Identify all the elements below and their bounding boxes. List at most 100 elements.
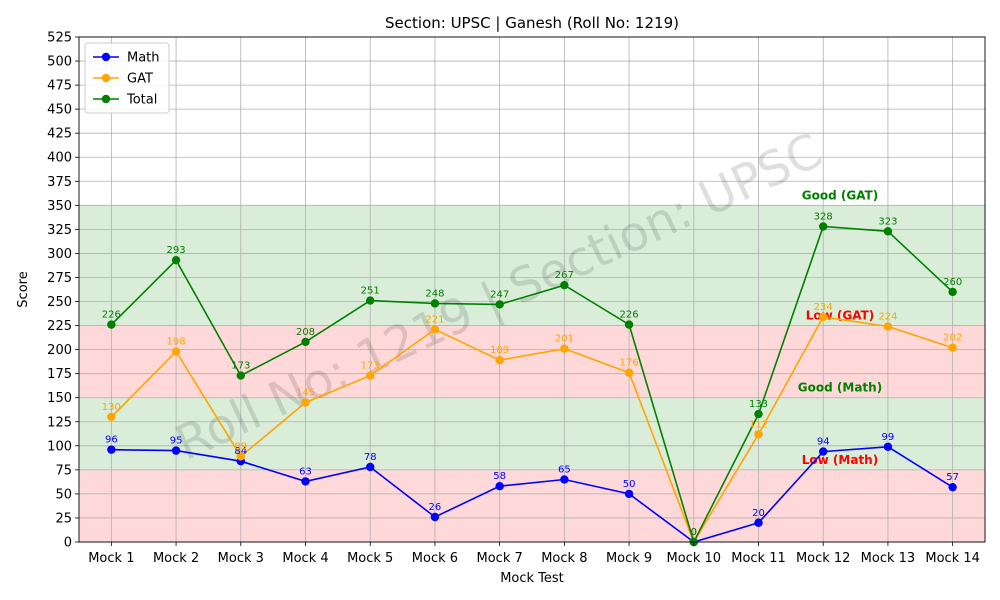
y-tick-label: 125 <box>47 415 72 430</box>
total-point <box>754 409 763 419</box>
legend-swatch-marker-math <box>101 52 111 62</box>
gat-data-label: 112 <box>749 419 768 430</box>
y-tick-label: 275 <box>47 271 72 286</box>
total-point <box>883 227 893 236</box>
total-data-label: 173 <box>231 361 250 372</box>
gat-point <box>236 452 245 461</box>
total-point <box>171 255 181 265</box>
total-data-label: 133 <box>749 399 768 410</box>
series-points <box>107 222 957 547</box>
total-data-label: 323 <box>878 216 897 227</box>
math-data-label: 95 <box>170 436 183 447</box>
y-tick-label: 425 <box>47 127 72 142</box>
gat-data-label: 234 <box>814 302 833 313</box>
total-point <box>107 320 116 329</box>
x-tick-label: Mock 7 <box>477 551 523 566</box>
gat-point <box>624 368 634 377</box>
plot-frame <box>78 36 986 543</box>
y-tick-label: 0 <box>64 536 72 551</box>
y-tick-label: 400 <box>47 151 72 166</box>
math-data-label: 99 <box>882 432 895 443</box>
math-data-label: 78 <box>364 452 377 463</box>
data-labels: 96 95 84 63 78 26 58 65 50 0 20 94 99 57 130 198 89 145 17… <box>102 211 962 538</box>
series-lines <box>110 225 954 545</box>
y-tick-label: 150 <box>47 391 72 406</box>
total-data-label: 260 <box>943 277 962 288</box>
y-tick-label: 300 <box>47 247 72 262</box>
gat-point <box>430 325 440 334</box>
total-line <box>110 225 954 545</box>
band-1 <box>79 397 985 470</box>
total-data-label: 328 <box>814 211 833 222</box>
x-tick-label: Mock 4 <box>282 551 328 566</box>
math-data-label: 0 <box>691 527 697 538</box>
math-point <box>171 446 181 455</box>
total-point <box>430 299 440 308</box>
math-point <box>495 482 504 491</box>
gat-data-label: 145 <box>296 388 315 399</box>
total-data-label: 267 <box>555 270 574 281</box>
gat-point <box>948 343 957 352</box>
x-tick-label: Mock 10 <box>667 551 722 566</box>
score-bands <box>79 205 985 542</box>
legend-swatch-marker-total <box>101 94 111 104</box>
gat-line <box>110 316 953 544</box>
total-data-label: 248 <box>425 288 444 299</box>
legend-swatch-marker-gat <box>101 73 111 83</box>
math-data-label: 96 <box>105 435 118 446</box>
math-data-label: 94 <box>817 437 830 448</box>
gat-data-label: 198 <box>167 337 186 348</box>
math-data-label: 65 <box>558 464 571 475</box>
total-data-label: 226 <box>620 310 639 321</box>
gat-data-label: 201 <box>555 334 574 345</box>
x-tick-label: Mock 1 <box>88 551 134 566</box>
total-point <box>301 337 310 347</box>
math-point <box>624 489 634 499</box>
total-data-label: 293 <box>167 245 186 256</box>
math-point <box>107 445 116 454</box>
y-tick-label: 200 <box>47 343 72 358</box>
x-tick-label: Mock 6 <box>412 551 458 566</box>
gat-point <box>819 312 828 322</box>
total-data-label: 208 <box>296 327 315 338</box>
gat-data-label: 224 <box>878 312 897 323</box>
gat-data-label: 221 <box>425 314 444 325</box>
gat-point <box>754 430 763 439</box>
total-point <box>495 300 504 309</box>
total-data-label: 247 <box>490 289 509 300</box>
math-data-label: 58 <box>493 471 506 482</box>
total-point <box>948 287 957 297</box>
tick-labels: 0255075100125150175200225250275300325350… <box>47 31 980 567</box>
total-point <box>624 320 634 329</box>
math-point <box>754 518 763 527</box>
legend-label-gat: GAT <box>127 72 153 87</box>
gat-data-label: 130 <box>102 402 121 413</box>
gat-point <box>560 344 569 353</box>
total-data-label: 226 <box>102 310 121 321</box>
legend-label-math: Math <box>127 51 160 66</box>
math-point <box>560 475 569 484</box>
gat-data-label: 89 <box>234 441 247 452</box>
gat-data-label: 0 <box>691 527 697 538</box>
y-tick-label: 500 <box>47 55 72 70</box>
gat-point <box>301 398 310 407</box>
math-data-label: 84 <box>234 446 247 457</box>
total-data-label: 0 <box>691 527 697 538</box>
x-tick-label: Mock 9 <box>606 551 652 566</box>
band-label-0: Low (Math) <box>802 453 878 467</box>
chart-title: Section: UPSC | Ganesh (Roll No: 1219) <box>385 14 679 32</box>
y-tick-label: 75 <box>55 463 72 478</box>
y-tick-label: 325 <box>47 223 72 238</box>
x-tick-label: Mock 13 <box>861 551 916 566</box>
legend: Math GAT Total <box>84 42 170 114</box>
y-tick-label: 450 <box>47 103 72 118</box>
total-point <box>236 371 245 380</box>
y-tick-label: 250 <box>47 295 72 310</box>
x-axis-title: Mock Test <box>500 571 564 586</box>
math-point <box>883 442 893 451</box>
y-tick-label: 50 <box>55 487 72 502</box>
y-tick-label: 175 <box>47 367 72 382</box>
x-tick-label: Mock 2 <box>153 551 199 566</box>
math-data-label: 20 <box>752 508 765 519</box>
